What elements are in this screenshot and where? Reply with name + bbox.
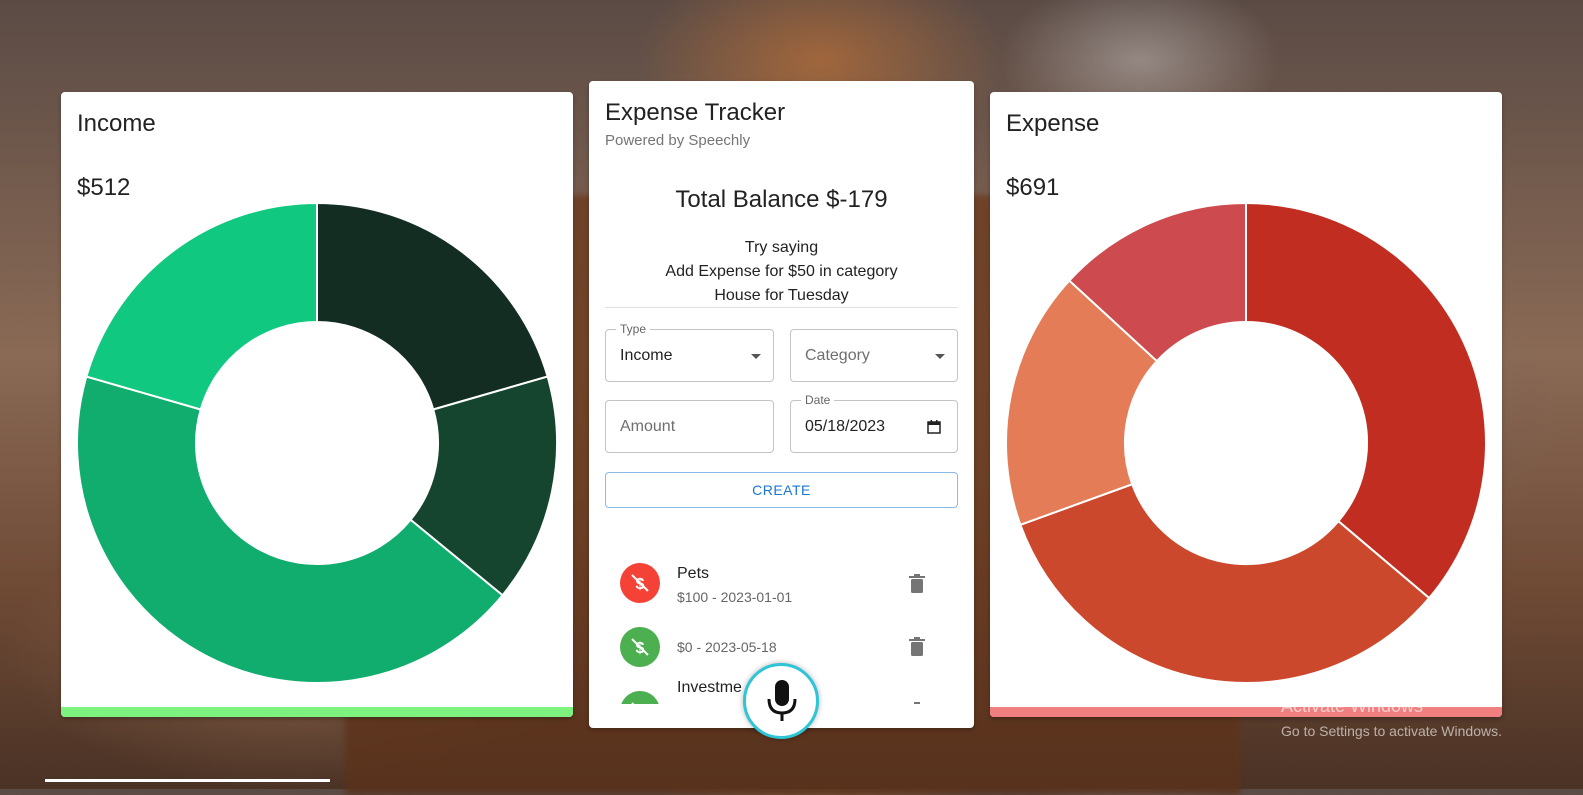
income-amount: $512 [77, 174, 131, 201]
calendar-icon[interactable] [927, 420, 941, 434]
list-item[interactable]: $ Pets $100 - 2023-01-01 [605, 563, 945, 619]
voice-hint: Try saying Add Expense for $50 in catego… [589, 236, 974, 308]
type-label: Type [616, 322, 651, 336]
svg-text:$: $ [636, 576, 645, 593]
income-title: Income [77, 110, 156, 137]
dropdown-arrow-icon [751, 354, 761, 359]
expense-tracker-card: Expense Tracker Powered by Speechly Tota… [589, 81, 974, 728]
money-off-icon: $ [631, 574, 649, 593]
expense-amount: $691 [1006, 174, 1060, 201]
transaction-detail: $0 - 2023-05-18 [677, 639, 777, 655]
hint-line: House for Tuesday [714, 287, 849, 304]
income-slice-2[interactable] [76, 375, 504, 684]
transaction-name: Investme [677, 679, 742, 696]
amount-placeholder: Amount [620, 418, 676, 435]
money-off-icon: $ [631, 638, 649, 657]
taskbar-indicator [45, 779, 330, 782]
list-item[interactable]: $ $0 - 2023-05-18 [605, 627, 945, 683]
income-accent-bar [61, 707, 573, 717]
expense-accent-bar [990, 707, 1502, 717]
microphone-icon [767, 680, 797, 721]
income-slice-0[interactable] [316, 202, 549, 411]
expense-card: Expense $691 [990, 92, 1502, 717]
income-donut-chart [76, 202, 558, 684]
date-input[interactable]: Date 05/18/2023 [790, 393, 958, 453]
expense-donut-chart [1005, 202, 1487, 684]
microphone-button[interactable] [743, 663, 819, 739]
date-label: Date [801, 393, 835, 407]
amount-input[interactable]: Amount [605, 400, 774, 453]
activate-title: Activate Windows [1281, 696, 1424, 716]
dropdown-arrow-icon [935, 354, 945, 359]
total-balance: Total Balance $-179 [675, 186, 888, 213]
transaction-detail: $100 - 2023-01-01 [677, 589, 793, 605]
transaction-avatar: $ [620, 627, 660, 667]
transaction-avatar: $ [620, 563, 660, 603]
type-select[interactable]: Type Income [605, 322, 774, 382]
expense-slice-1[interactable] [1019, 482, 1431, 684]
hint-line: Add Expense for $50 in category [665, 263, 898, 280]
type-value: Income [620, 347, 673, 364]
hint-line: Try saying [744, 239, 819, 256]
category-select[interactable]: Category [790, 329, 958, 382]
windows-activation-watermark: Activate Windows Go to Settings to activ… [1281, 696, 1502, 739]
income-card: Income $512 [61, 92, 573, 717]
expense-slice-0[interactable] [1245, 202, 1487, 600]
svg-text:$: $ [636, 640, 645, 657]
tracker-title: Expense Tracker [605, 99, 786, 126]
income-slice-3[interactable] [85, 202, 318, 411]
divider [605, 307, 958, 308]
income-slice-1[interactable] [409, 375, 558, 597]
transaction-name: Pets [677, 565, 710, 582]
transaction-avatar: $ [620, 691, 660, 704]
list-item[interactable]: $ Investme [605, 679, 945, 704]
money-off-icon: $ [631, 702, 635, 704]
expense-slice-3[interactable] [1067, 202, 1247, 363]
delete-icon[interactable] [908, 702, 926, 704]
category-placeholder: Category [805, 347, 870, 364]
delete-icon[interactable] [908, 637, 926, 657]
expense-title: Expense [1006, 110, 1100, 137]
tracker-subtitle: Powered by Speechly [605, 132, 751, 149]
transaction-list: $ Pets $100 - 2023-01-01 $ $0 - 2023-05-… [605, 541, 958, 704]
delete-icon[interactable] [908, 574, 926, 594]
create-button[interactable]: CREATE [605, 472, 958, 508]
date-value: 05/18/2023 [805, 418, 886, 435]
expense-slice-2[interactable] [1005, 279, 1159, 527]
activate-subtitle: Go to Settings to activate Windows. [1281, 723, 1502, 739]
